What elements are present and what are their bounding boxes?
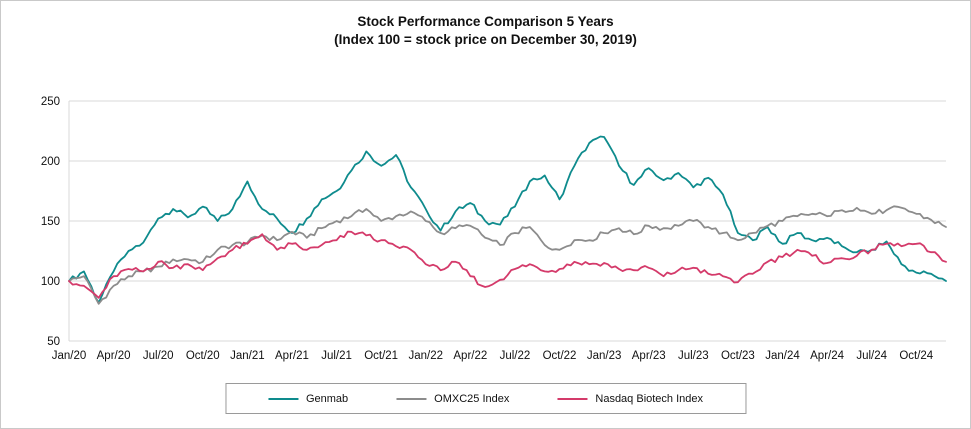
chart-title-line2: (Index 100 = stock price on December 30,… [334, 32, 637, 48]
x-axis-tick-label: Jan/21 [230, 350, 265, 362]
x-axis-tick-label: Jan/22 [408, 350, 443, 362]
x-axis-tick-label: Oct/20 [186, 350, 220, 362]
x-axis-tick-label: Jul/24 [856, 350, 887, 362]
x-axis-tick-label: Apr/23 [632, 350, 666, 362]
legend-item-omxc25-index: OMXC25 Index [396, 393, 509, 405]
x-axis-tick-label: Jul/23 [678, 350, 709, 362]
y-axis-tick-label: 250 [41, 96, 60, 108]
x-axis-tick-label: Apr/21 [275, 350, 309, 362]
x-axis-tick-label: Jan/24 [765, 350, 800, 362]
x-axis-tick-label: Apr/20 [97, 350, 131, 362]
y-axis-tick-label: 100 [41, 276, 60, 288]
chart-canvas: 50 100 150 200 250 Jan/20 Apr/20 Jul/20 Oct/20 Ja… [41, 96, 947, 362]
legend-label: Nasdaq Biotech Index [595, 392, 704, 405]
x-axis-tick-label: Oct/24 [899, 350, 933, 362]
x-axis-tick-label: Jul/20 [143, 350, 174, 362]
series-line-omxc25-index [68, 205, 947, 305]
legend-label: Genmab [305, 392, 349, 405]
x-axis-tick-label: Jan/20 [52, 350, 87, 362]
chart-title: Stock Performance Comparison 5 Years (In… [1, 13, 970, 49]
x-axis-tick-label: Oct/21 [364, 350, 398, 362]
legend-line-swatch [267, 397, 298, 400]
legend-line-swatch [557, 397, 588, 400]
x-axis-tick-label: Jul/22 [500, 350, 531, 362]
y-axis-tick-label: 50 [47, 336, 60, 348]
series-line-nasdaq-biotech-index [68, 230, 947, 299]
x-axis-tick-label: Jul/21 [321, 350, 352, 362]
y-axis-tick-label: 200 [41, 156, 60, 168]
chart-legend: Genmab OMXC25 Index Nasdaq Biotech Index [224, 383, 747, 414]
x-axis-tick-label: Oct/22 [543, 350, 577, 362]
series-line-genmab [68, 135, 947, 304]
x-axis-tick-label: Oct/23 [721, 350, 755, 362]
legend-line-swatch [396, 397, 427, 400]
legend-item-genmab: Genmab [267, 392, 349, 405]
y-axis-tick-label: 150 [41, 216, 60, 228]
x-axis-tick-label: Apr/22 [453, 350, 487, 362]
x-axis-tick-label: Jan/23 [587, 350, 622, 362]
legend-label: OMXC25 Index [434, 392, 510, 405]
legend-item-nasdaq-biotech-index: Nasdaq Biotech Index [557, 393, 703, 405]
x-axis-tick-label: Apr/24 [810, 350, 844, 362]
chart-title-line1: Stock Performance Comparison 5 Years [357, 14, 614, 29]
